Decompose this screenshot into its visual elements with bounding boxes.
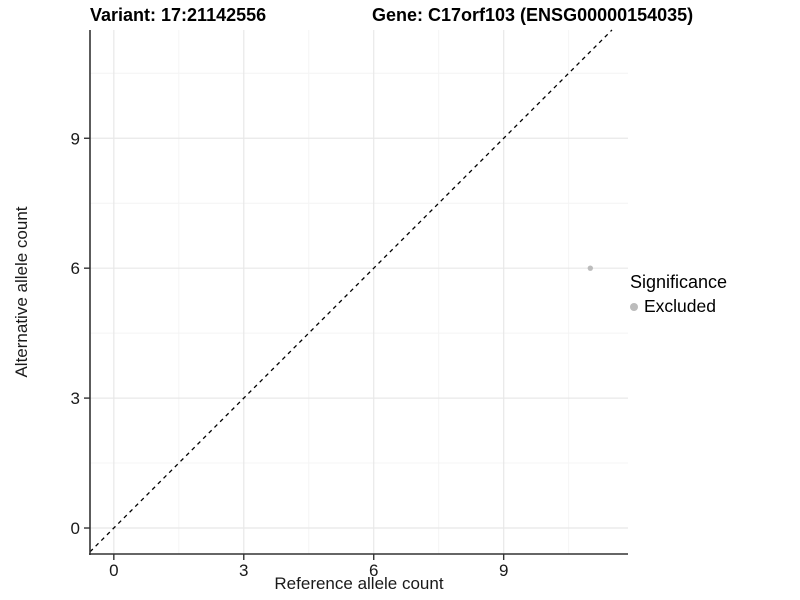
variant-title: Variant: 17:21142556 <box>90 5 267 25</box>
x-axis-title: Reference allele count <box>274 574 444 593</box>
y-tick-label: 3 <box>71 389 80 408</box>
y-tick-label: 9 <box>71 129 80 148</box>
data-point <box>587 265 594 271</box>
identity-line <box>89 29 613 553</box>
y-tick-label: 0 <box>71 519 80 538</box>
y-tick-label: 6 <box>71 259 80 278</box>
x-tick-label: 9 <box>499 561 508 580</box>
x-tick-label: 6 <box>369 561 378 580</box>
legend-key-dot <box>630 302 638 311</box>
legend-title: Significance <box>630 272 728 292</box>
legend-item-excluded: Excluded <box>630 296 727 317</box>
legend-item-label: Excluded <box>644 296 716 316</box>
legend: Significance Excluded <box>630 272 727 317</box>
gene-title: Gene: C17orf103 (ENSG00000154035) <box>372 5 694 25</box>
y-axis-title: Alternative allele count <box>12 206 31 378</box>
x-tick-label: 0 <box>109 561 118 580</box>
x-tick-label: 3 <box>239 561 248 580</box>
